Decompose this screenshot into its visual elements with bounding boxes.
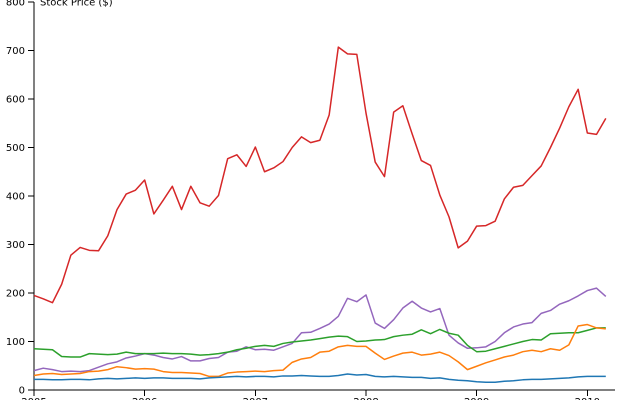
x-tick-label: 2009 [464, 397, 489, 400]
x-tick-label: 2010 [575, 397, 600, 400]
y-tick-label: 700 [6, 46, 25, 57]
series-line-2 [33, 287, 607, 373]
y-tick-label: 100 [6, 337, 25, 348]
y-tick-label: 600 [6, 95, 25, 106]
ticks: 0 100 200 300 400 500 600 700 800 2005 2006 2007 200… [6, 0, 600, 400]
y-axis-title: Stock Price ($) [40, 0, 113, 9]
y-tick-label: 300 [6, 240, 25, 251]
y-tick-label: 0 [19, 386, 25, 397]
series-line-4 [33, 323, 606, 378]
y-tick-label: 400 [6, 192, 25, 203]
series-line-3 [33, 327, 606, 358]
y-tick-label: 800 [6, 0, 25, 9]
series [33, 46, 607, 383]
series-line-1 [33, 46, 607, 304]
y-tick-label: 500 [6, 143, 25, 154]
y-tick-label: 200 [6, 289, 25, 300]
x-tick-label: 2008 [353, 397, 378, 400]
x-tick-label: 2005 [21, 397, 46, 400]
x-tick-label: 2007 [243, 397, 268, 400]
series-line-5 [34, 373, 606, 383]
axes: Stock Price ($) [33, 0, 615, 391]
x-tick-label: 2006 [132, 397, 157, 400]
